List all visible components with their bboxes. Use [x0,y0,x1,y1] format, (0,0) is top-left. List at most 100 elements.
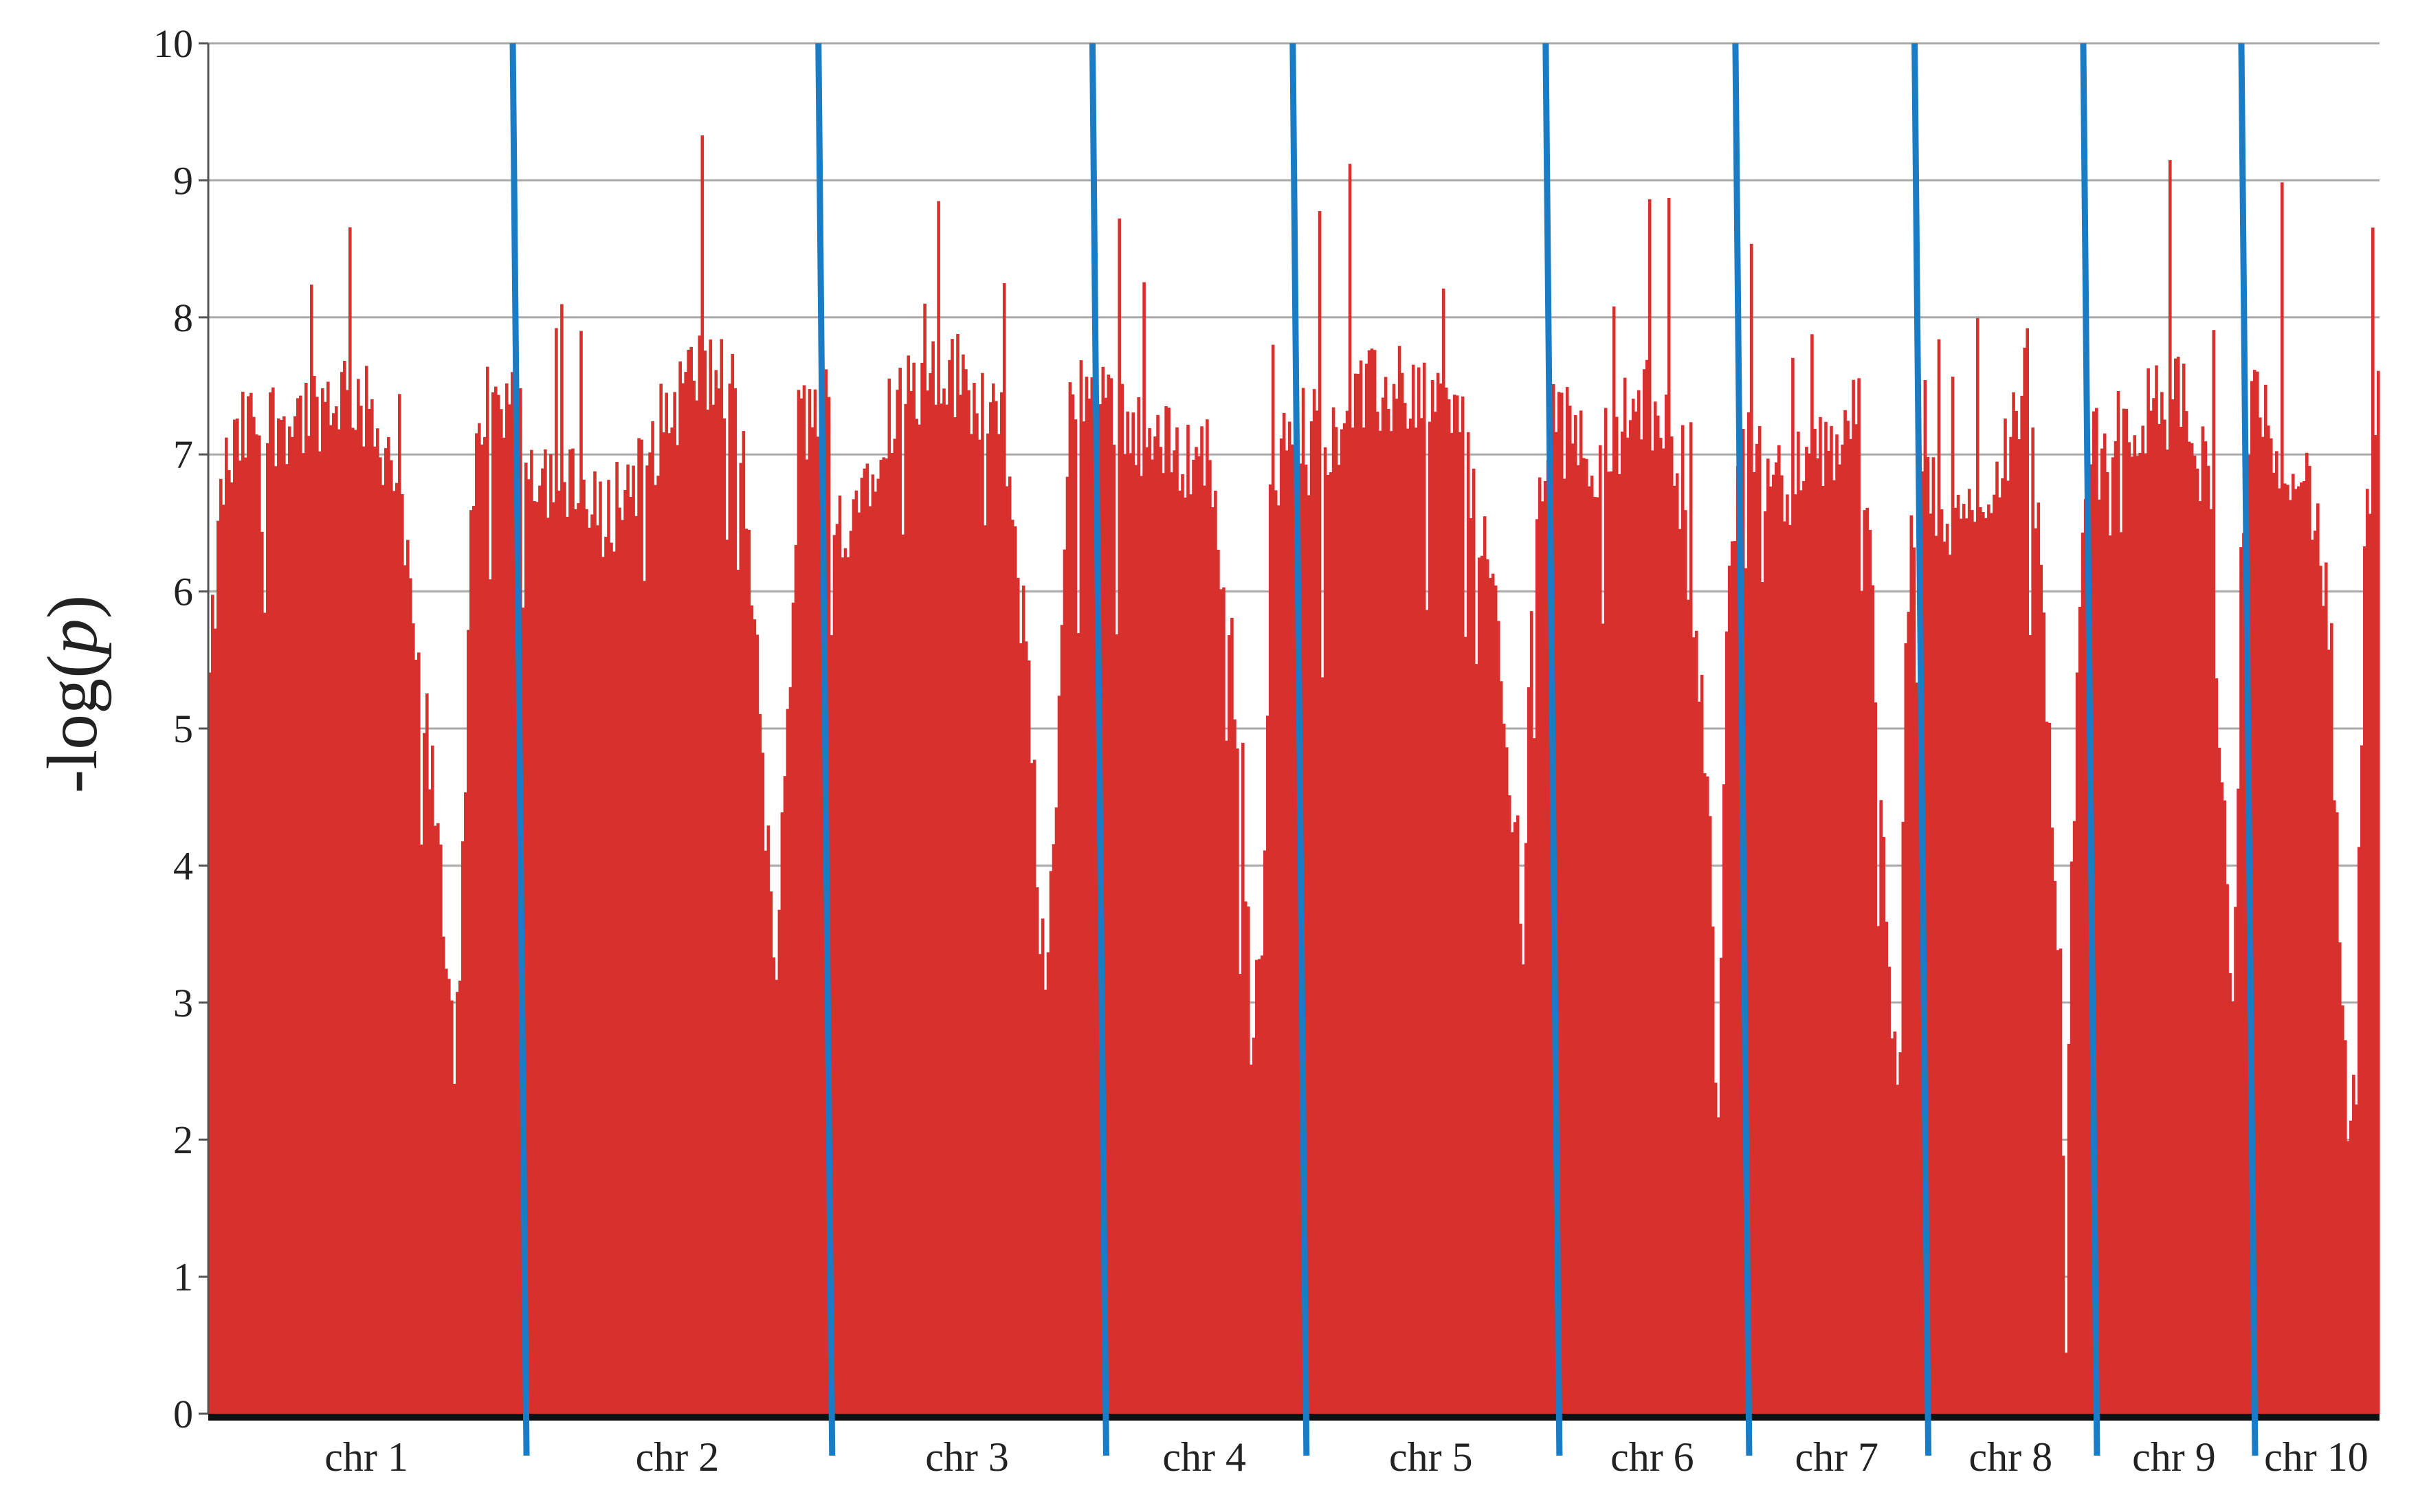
bar [788,687,792,1414]
bar [659,383,663,1414]
bar [1184,498,1187,1414]
bar [656,476,660,1414]
bar [2039,564,2043,1414]
bar [214,628,217,1414]
y-tick-label: 1 [173,1255,193,1300]
bar [1228,635,1231,1414]
chromosome-boundary [1911,43,1932,1456]
bar [1123,454,1127,1414]
bar [1876,926,1880,1414]
bar [2363,546,2366,1414]
bar [753,619,757,1414]
bar [1940,509,1944,1414]
bar [1439,383,1443,1414]
bar [951,339,954,1414]
bar [299,395,302,1414]
bar [1987,504,1990,1414]
bar [359,405,363,1414]
y-tick-label: 10 [153,21,193,66]
bar [797,390,801,1414]
bar [1507,795,1511,1414]
bar [2355,1104,2358,1414]
bar [2160,392,2164,1414]
bar [2305,452,2309,1414]
bar [2195,468,2199,1414]
bar [1929,513,1933,1414]
bar [1203,485,1206,1414]
bar [923,303,927,1414]
bar [1783,521,1786,1414]
bar [2272,472,2276,1414]
bar [599,481,602,1414]
bar [2281,182,2284,1414]
bar [354,430,357,1414]
bar [1320,677,1324,1414]
bar [1896,1085,1900,1414]
bar [1491,573,1495,1414]
bar [2303,481,2306,1414]
bar [601,557,605,1414]
bar [1137,397,1140,1414]
bar [868,506,872,1414]
bar [885,458,889,1414]
bar [1524,843,1528,1414]
bar [2015,410,2018,1414]
bar [714,370,718,1414]
bar [2166,449,2169,1414]
bar [1832,480,1836,1414]
bar [926,390,929,1414]
bar [1107,375,1111,1414]
bar [1824,421,1828,1414]
bar [1041,918,1045,1414]
bar [1206,419,1209,1414]
bar [736,570,740,1414]
bar [1631,399,1635,1414]
bar [274,466,278,1414]
bar [508,404,511,1414]
bar [1912,547,1916,1414]
bar [1038,954,1042,1414]
bar [1529,611,1533,1414]
bar [505,383,509,1414]
bar [1757,425,1762,1414]
bar [865,463,869,1414]
bar [882,457,886,1414]
bar [728,383,732,1414]
bar [2026,328,2029,1414]
bar [1661,448,1665,1414]
bar [1990,513,1993,1414]
bar [2336,812,2339,1414]
bar [1956,494,1960,1414]
bar [799,398,803,1414]
bar [802,385,806,1414]
bar [2072,821,2076,1414]
bar [1074,419,1078,1414]
bar [1258,959,1261,1414]
chromosome-boundary [1289,43,1310,1456]
bar [1384,377,1388,1414]
bar [293,416,297,1414]
bar [1397,346,1401,1414]
bar [1331,407,1335,1414]
bar [720,339,724,1414]
bar [2366,489,2369,1414]
bar [948,359,951,1414]
bar [854,490,858,1414]
bar [791,602,795,1414]
bar [901,534,905,1414]
bar [920,362,924,1414]
bar [1802,481,1806,1414]
bar [2311,540,2314,1414]
bar [2358,847,2361,1414]
bar [469,510,473,1414]
bar [1953,507,1957,1414]
bar [852,499,856,1414]
bar [1450,433,1454,1414]
bar [1532,738,1536,1414]
bar [1230,618,1234,1414]
bar [665,392,668,1414]
bar [2308,465,2311,1414]
y-tick-label: 7 [173,432,193,477]
bar [750,605,754,1414]
bar [1527,687,1531,1414]
